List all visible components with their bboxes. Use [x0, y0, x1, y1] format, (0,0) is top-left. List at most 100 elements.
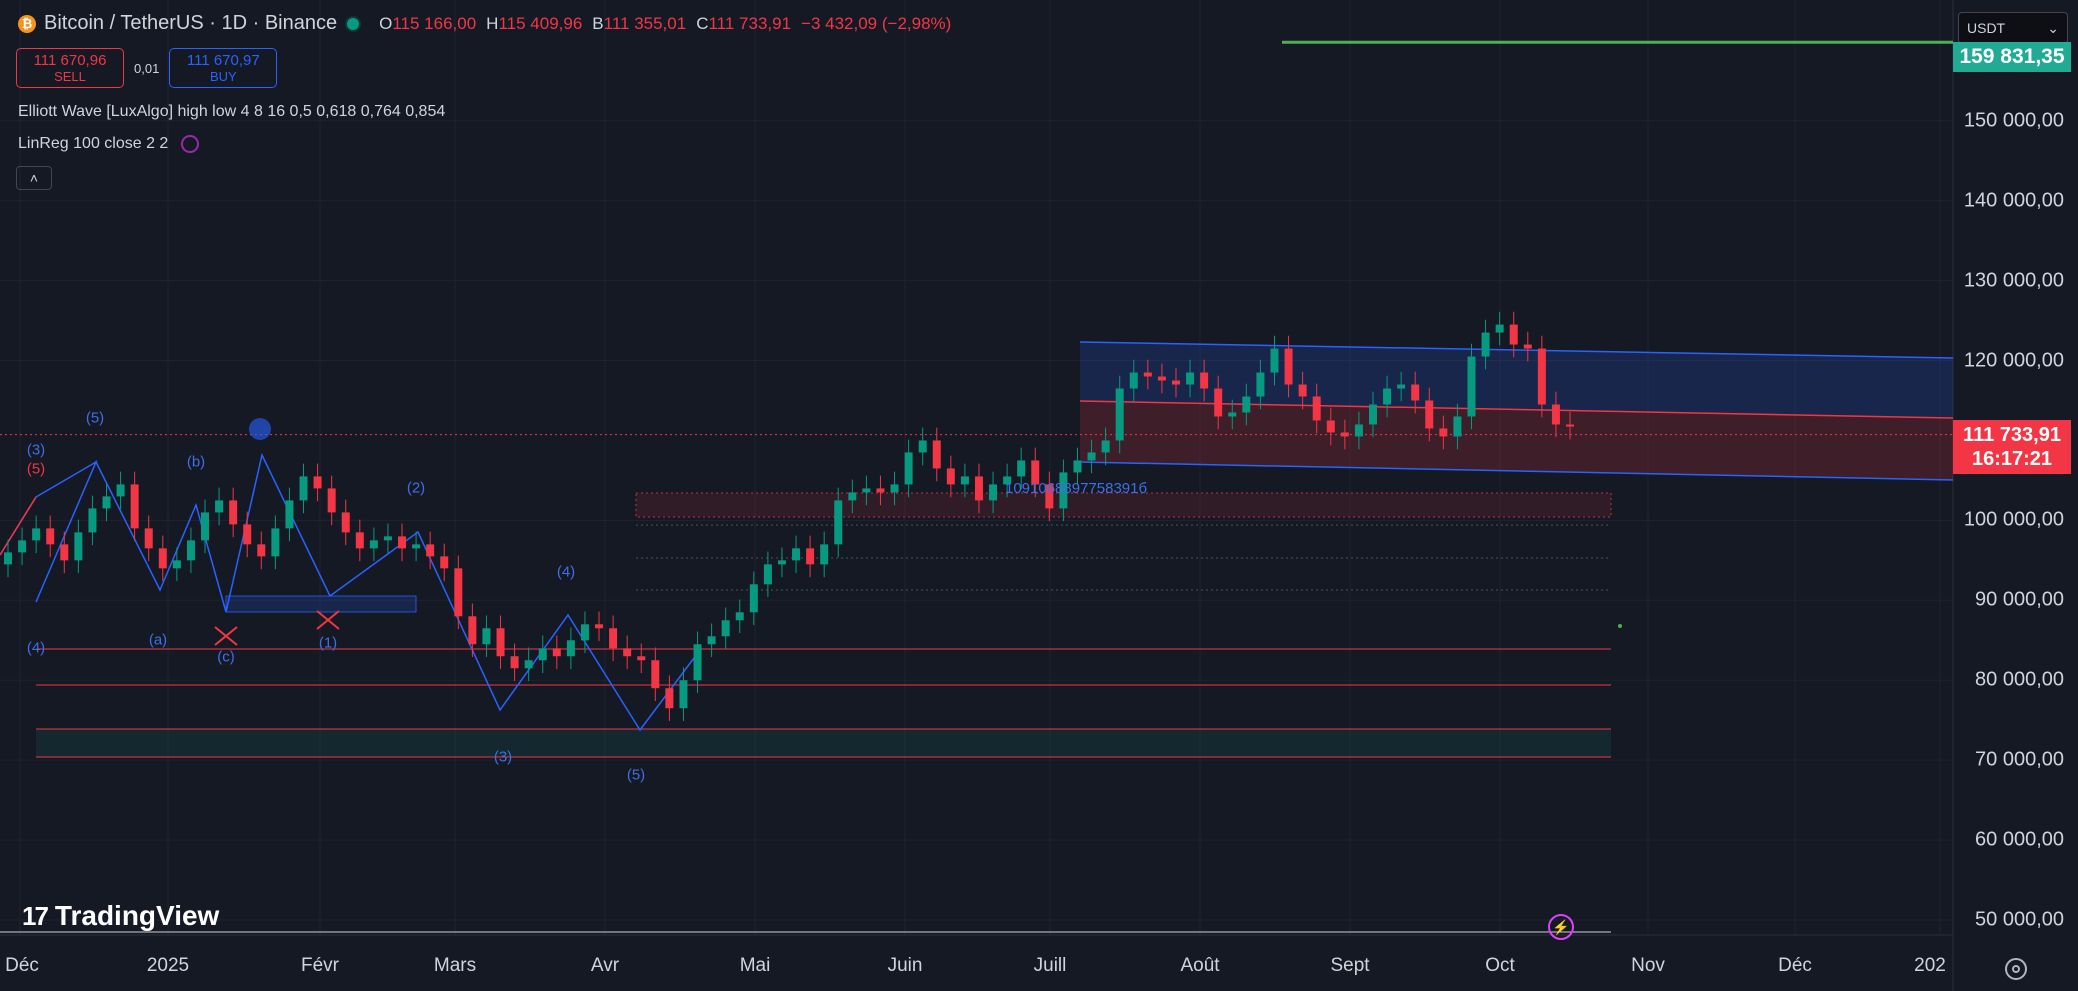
- indicator-elliott-wave[interactable]: Elliott Wave [LuxAlgo] high low 4 8 16 0…: [18, 103, 445, 121]
- candle-body: [383, 536, 392, 541]
- sell-price: 111 670,96: [33, 52, 107, 69]
- candle-body: [637, 656, 646, 661]
- wave-label: (4): [556, 563, 576, 581]
- time-axis-label: 202: [1914, 955, 1946, 976]
- price-axis-label: 70 000,00: [1975, 748, 2064, 771]
- candle-body: [482, 628, 491, 645]
- time-axis-label: 2025: [146, 955, 190, 976]
- currency-select[interactable]: USDT ⌄: [1958, 12, 2068, 44]
- candle-body: [1326, 420, 1335, 433]
- candle-body: [144, 528, 153, 549]
- candle-body: [1073, 460, 1082, 473]
- buy-label: BUY: [209, 69, 237, 84]
- candle-body: [651, 660, 660, 689]
- wave-box: [225, 595, 417, 613]
- sell-label: SELL: [54, 69, 86, 84]
- trade-panel: 111 670,96 SELL 0,01 111 670,97 BUY: [16, 48, 278, 88]
- candle-body: [88, 508, 97, 533]
- linreg-lower: [1079, 461, 1954, 481]
- bitcoin-icon: ₿: [18, 14, 36, 33]
- wave-label: (a): [148, 631, 168, 649]
- candle-body: [60, 544, 69, 561]
- wave-label: (5): [85, 409, 105, 427]
- time-axis-label: Août: [1180, 955, 1220, 976]
- chart-marks: [214, 418, 1622, 646]
- spread-value: 0,01: [134, 60, 160, 76]
- candle-body: [299, 476, 308, 501]
- candle-body: [763, 564, 772, 585]
- symbol-title[interactable]: Bitcoin / TetherUS · 1D · Binance: [44, 12, 338, 34]
- candle-body: [285, 500, 294, 529]
- time-axis-label: Juin: [887, 955, 923, 976]
- candle-body: [974, 476, 983, 501]
- linreg-value-label: 1091068897758391б: [1005, 480, 1148, 497]
- time-axis-label: Avr: [590, 955, 620, 976]
- candle-body: [1397, 384, 1406, 389]
- candles: [4, 311, 1574, 721]
- sync-icon[interactable]: [180, 135, 199, 153]
- candle-body: [932, 440, 941, 469]
- wave-label: (4): [26, 639, 46, 657]
- ohlc-high: H115 409,96: [486, 13, 583, 33]
- candle-body: [341, 512, 350, 533]
- candle-body: [552, 648, 561, 657]
- chevron-up-icon: ˄: [29, 170, 39, 186]
- candle-body: [566, 640, 575, 657]
- indicator-linreg[interactable]: LinReg 100 close 2 2: [18, 135, 199, 153]
- price-axis-label: 130 000,00: [1963, 269, 2064, 292]
- market-status-icon: [345, 15, 362, 32]
- candle-body: [426, 544, 435, 557]
- wave-marker: [249, 418, 271, 440]
- ohlc-close: C111 733,91: [696, 13, 792, 33]
- candle-body: [876, 488, 885, 493]
- candle-body: [665, 688, 674, 709]
- candle-body: [820, 544, 829, 565]
- currency-label: USDT: [1967, 20, 2006, 36]
- candle-body: [679, 680, 688, 709]
- candle-body: [1298, 384, 1307, 397]
- candle-body: [1101, 440, 1110, 453]
- time-axis-label: Nov: [1631, 955, 1665, 976]
- tradingview-mark-icon: 17: [22, 900, 49, 931]
- wave-label: (5): [26, 460, 46, 478]
- candle-body: [1270, 348, 1279, 373]
- candle-body: [1031, 460, 1040, 485]
- candle-body: [1115, 388, 1124, 441]
- elliott-wave-path-red: [0, 496, 37, 556]
- buy-price: 111 670,97: [186, 52, 260, 69]
- candle-body: [1017, 460, 1026, 477]
- signal-dot: [1618, 624, 1622, 628]
- candle-body: [355, 532, 364, 549]
- flash-icon[interactable]: ⚡: [1548, 914, 1574, 940]
- time-axis-label: Oct: [1485, 955, 1515, 976]
- buy-button[interactable]: 111 670,97 BUY: [169, 48, 278, 88]
- last-price: 111 733,91: [1963, 424, 2061, 446]
- time-axis-label: Févr: [301, 955, 339, 976]
- wave-label: (2): [406, 479, 426, 497]
- linreg-upper: [1079, 341, 1954, 359]
- gear-icon[interactable]: [2005, 958, 2027, 980]
- wave-label: (3): [493, 748, 513, 766]
- sell-button[interactable]: 111 670,96 SELL: [16, 48, 124, 88]
- candle-body: [609, 628, 618, 649]
- candle-body: [1045, 484, 1054, 509]
- candle-body: [1481, 332, 1490, 357]
- candle-body: [1523, 344, 1532, 349]
- chevron-down-icon: ⌄: [2047, 19, 2059, 36]
- candle-body: [510, 656, 519, 669]
- candle-body: [1186, 372, 1195, 385]
- candle-body: [777, 560, 786, 565]
- candle-body: [32, 528, 41, 541]
- candle-body: [1256, 372, 1265, 397]
- collapse-indicators-button[interactable]: ˄: [16, 166, 52, 190]
- candle-body: [172, 560, 181, 569]
- candle-body: [721, 620, 730, 637]
- indicator-linreg-label: LinReg 100 close 2 2: [18, 135, 169, 153]
- candle-body: [313, 476, 322, 489]
- candle-body: [454, 568, 463, 617]
- candle-body: [1228, 412, 1237, 417]
- candle-body: [1509, 324, 1518, 345]
- candle-body: [1551, 404, 1560, 425]
- candle-body: [580, 624, 589, 641]
